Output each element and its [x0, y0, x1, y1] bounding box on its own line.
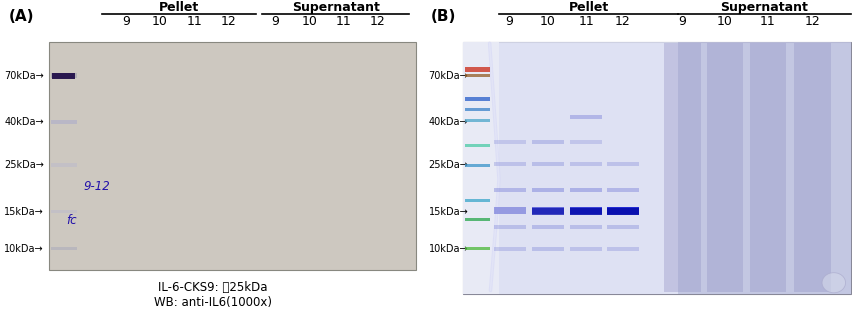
Bar [464, 199, 490, 202]
Bar [706, 43, 742, 292]
Text: 9: 9 [122, 15, 130, 28]
Text: 10: 10 [152, 15, 168, 28]
Bar [677, 42, 849, 294]
Bar [53, 73, 76, 79]
Text: 10: 10 [717, 15, 732, 28]
Bar [464, 97, 490, 101]
Text: (B): (B) [430, 9, 456, 24]
Bar [493, 188, 525, 192]
Bar [464, 144, 490, 147]
Bar [532, 208, 563, 215]
Ellipse shape [821, 273, 844, 293]
Bar [532, 207, 563, 214]
Bar [664, 43, 699, 292]
Text: 12: 12 [803, 15, 820, 28]
Bar [464, 164, 490, 167]
Bar [606, 207, 638, 214]
Bar [49, 42, 416, 270]
Bar [570, 207, 602, 214]
Text: Supernatant: Supernatant [720, 1, 808, 14]
Text: fc: fc [66, 214, 77, 227]
Bar [570, 208, 602, 215]
Bar [570, 247, 602, 251]
Bar [462, 42, 849, 294]
Text: 70kDa→: 70kDa→ [428, 71, 468, 81]
Text: 40kDa→: 40kDa→ [4, 117, 43, 127]
Text: Pellet: Pellet [158, 1, 199, 14]
Bar [464, 119, 490, 122]
Bar [493, 140, 525, 144]
Bar [493, 225, 525, 229]
Text: 12: 12 [369, 15, 385, 28]
Text: 11: 11 [578, 15, 594, 28]
Text: 10kDa→: 10kDa→ [428, 244, 468, 254]
Bar [749, 43, 785, 292]
Text: 12: 12 [614, 15, 630, 28]
Bar [51, 210, 77, 213]
Text: 15kDa→: 15kDa→ [4, 207, 44, 217]
Text: 9: 9 [271, 15, 279, 28]
Bar [570, 225, 602, 229]
Bar [532, 162, 563, 166]
Text: 15kDa→: 15kDa→ [428, 207, 468, 217]
Bar [793, 43, 830, 292]
Bar [606, 188, 638, 192]
Bar [570, 140, 602, 144]
Bar [532, 140, 563, 144]
Text: (A): (A) [9, 9, 34, 24]
Text: IL-6-CKS9: 약25kDa
WB: anti-IL6(1000x): IL-6-CKS9: 약25kDa WB: anti-IL6(1000x) [154, 281, 272, 309]
Bar [570, 188, 602, 192]
Bar [464, 108, 490, 111]
Text: 40kDa→: 40kDa→ [428, 117, 468, 127]
Text: 10kDa→: 10kDa→ [4, 244, 43, 254]
Bar [464, 67, 490, 72]
Text: 11: 11 [335, 15, 351, 28]
Text: 12: 12 [220, 15, 236, 28]
Text: 25kDa→: 25kDa→ [428, 160, 468, 170]
Bar [493, 207, 525, 214]
Bar [570, 115, 602, 119]
Bar [462, 42, 498, 294]
Bar [51, 73, 77, 78]
Text: Pellet: Pellet [567, 1, 608, 14]
Bar [493, 162, 525, 166]
Bar [51, 163, 77, 167]
Text: 9: 9 [505, 15, 513, 28]
Text: 10: 10 [301, 15, 317, 28]
Text: 11: 11 [186, 15, 202, 28]
Bar [606, 225, 638, 229]
Bar [570, 162, 602, 166]
Bar [606, 247, 638, 251]
Bar [532, 188, 563, 192]
Bar [606, 162, 638, 166]
Bar [532, 247, 563, 251]
Text: 9: 9 [677, 15, 686, 28]
Text: 9-12: 9-12 [83, 180, 110, 193]
Text: 10: 10 [539, 15, 556, 28]
Text: Supernatant: Supernatant [291, 1, 379, 14]
Bar [51, 120, 77, 124]
Bar [493, 247, 525, 251]
Text: 11: 11 [759, 15, 774, 28]
Text: 25kDa→: 25kDa→ [4, 160, 44, 170]
Bar [51, 247, 77, 250]
Text: 70kDa→: 70kDa→ [4, 71, 44, 81]
Bar [532, 225, 563, 229]
Bar [606, 208, 638, 215]
Bar [464, 247, 490, 250]
Bar [464, 74, 490, 77]
Bar [498, 42, 677, 294]
Bar [464, 218, 490, 221]
